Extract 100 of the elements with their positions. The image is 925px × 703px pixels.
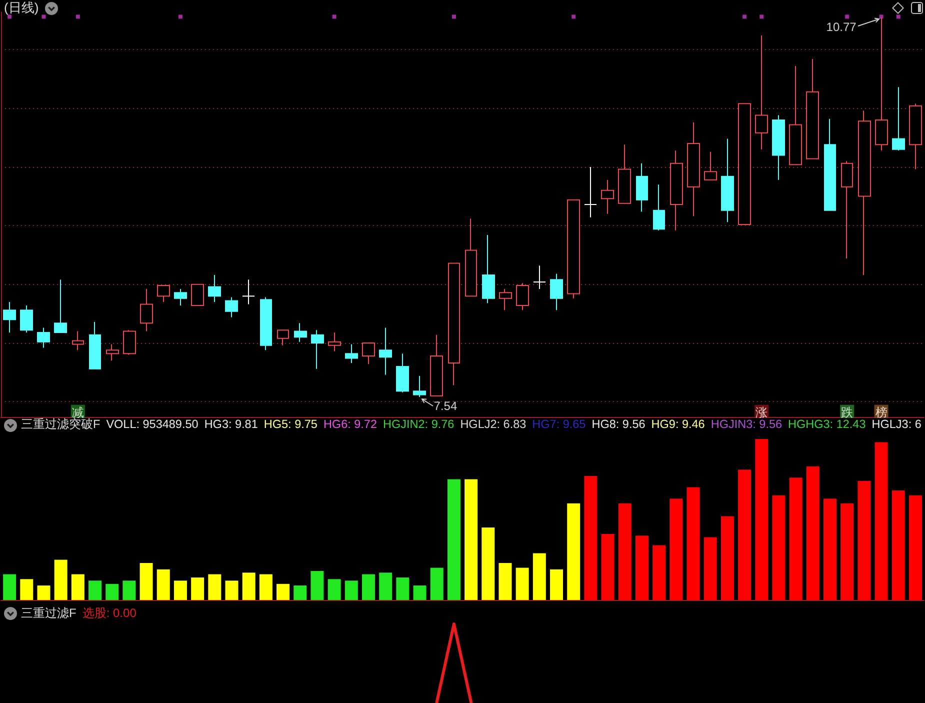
bar	[156, 569, 170, 600]
text: HG6: 9.72	[323, 418, 377, 432]
text: HG8: 9.56	[592, 418, 646, 432]
candlestick	[225, 296, 238, 318]
bar	[430, 568, 444, 600]
bar	[858, 480, 871, 600]
bar	[328, 579, 341, 600]
bar	[396, 577, 410, 600]
candlestick	[858, 110, 871, 276]
candlestick	[755, 34, 768, 150]
data-label: 跌	[841, 405, 854, 420]
bar	[242, 572, 256, 600]
bar	[550, 569, 564, 600]
text: VOLL: 953489.50	[106, 418, 198, 432]
candlestick	[379, 327, 392, 376]
candlestick	[54, 279, 67, 333]
candlestick	[448, 262, 460, 386]
candlestick	[465, 218, 477, 297]
text: HGLJ2: 6.83	[460, 418, 526, 432]
bar	[71, 574, 84, 600]
candlestick	[277, 330, 289, 346]
candlestick	[618, 144, 631, 204]
candlestick	[89, 321, 101, 370]
bar	[635, 536, 648, 600]
candlestick	[653, 184, 665, 231]
candlestick	[191, 284, 204, 306]
candlestick	[3, 301, 16, 333]
bar	[259, 574, 272, 600]
candlestick	[909, 103, 922, 170]
candlestick	[140, 288, 153, 332]
candlestick	[670, 150, 683, 231]
bar	[584, 476, 598, 600]
candlestick	[892, 86, 905, 152]
bar	[772, 495, 786, 600]
bar	[567, 503, 580, 600]
candlestick	[789, 66, 802, 166]
candlestick	[328, 332, 341, 352]
bar	[20, 579, 34, 600]
bar	[379, 572, 392, 600]
bar	[532, 553, 546, 600]
bar	[874, 442, 888, 600]
bar	[37, 586, 50, 600]
candlestick	[106, 344, 119, 362]
text: HGHG3: 12.43	[788, 418, 866, 432]
candlestick	[157, 285, 170, 302]
bar	[3, 574, 16, 600]
text: HG7: 9.65	[532, 418, 586, 432]
candlestick	[499, 288, 512, 311]
bar	[276, 584, 290, 600]
bar	[88, 580, 102, 600]
bar	[686, 487, 700, 600]
candlestick	[824, 118, 836, 211]
bar	[840, 503, 854, 600]
bar	[191, 577, 204, 600]
bar	[652, 545, 666, 600]
bar	[362, 574, 375, 600]
chart-title: 三重过滤突破F	[21, 418, 100, 432]
text: HG5: 9.75	[264, 418, 318, 432]
bar	[516, 568, 529, 600]
candlestick	[260, 296, 272, 351]
candlestick	[721, 138, 734, 223]
bar	[208, 574, 222, 600]
bar	[344, 580, 358, 600]
candlestick	[413, 375, 426, 398]
bar	[464, 479, 478, 600]
bar	[823, 498, 836, 600]
bar	[413, 586, 426, 600]
bar	[310, 571, 324, 600]
text: 选股: 0.00	[82, 606, 136, 620]
candlestick	[20, 304, 33, 333]
candlestick	[208, 274, 221, 302]
chart-title: (日线)	[4, 0, 39, 15]
bar	[174, 580, 187, 600]
text: HGLJ3: 6	[872, 418, 922, 432]
bar	[806, 466, 820, 600]
candlestick	[396, 353, 409, 393]
bar	[54, 560, 68, 600]
candlestick	[704, 151, 717, 180]
data-label: 减	[72, 405, 84, 420]
candlestick	[37, 327, 50, 348]
candlestick	[311, 330, 324, 370]
annotation: 7.54	[434, 399, 458, 414]
candlestick	[841, 160, 853, 260]
bar	[892, 490, 905, 600]
bar	[482, 528, 495, 600]
bar	[618, 503, 632, 600]
bar	[789, 478, 802, 600]
text: HG9: 9.46	[651, 418, 705, 432]
text: HGJIN3: 9.56	[710, 418, 782, 432]
candlestick	[482, 234, 495, 304]
bar	[601, 534, 614, 600]
candlestick	[533, 265, 546, 290]
candlestick	[516, 282, 529, 311]
bar	[122, 580, 136, 600]
candlestick	[567, 199, 580, 299]
bar	[225, 580, 238, 600]
candlestick	[362, 342, 375, 365]
data-label: 涨	[756, 405, 768, 420]
annotation: 10.77	[826, 20, 856, 34]
candlestick	[123, 330, 136, 356]
